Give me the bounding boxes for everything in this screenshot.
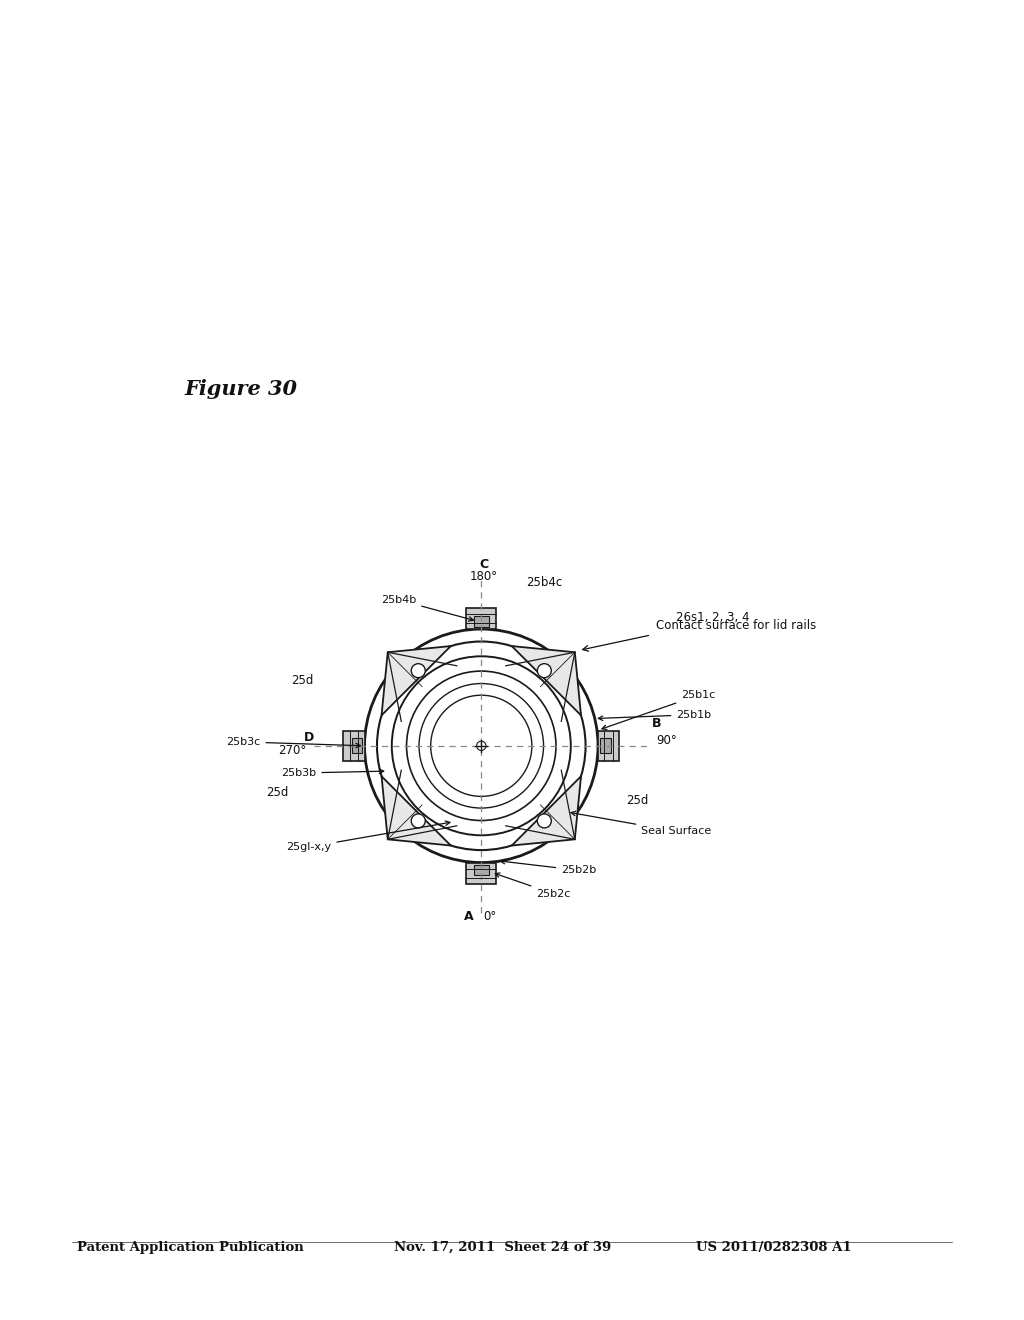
Text: B: B bbox=[652, 717, 662, 730]
Text: 25b4c: 25b4c bbox=[526, 577, 562, 589]
Bar bbox=[598, 731, 620, 760]
Text: 25b1c: 25b1c bbox=[602, 690, 716, 730]
Bar bbox=[351, 738, 362, 754]
Text: 25gl-x,y: 25gl-x,y bbox=[287, 821, 450, 851]
Text: Contact surface for lid rails: Contact surface for lid rails bbox=[656, 619, 816, 632]
Text: 25d: 25d bbox=[266, 787, 289, 800]
Text: 25b4b: 25b4b bbox=[381, 595, 473, 622]
Text: Nov. 17, 2011  Sheet 24 of 39: Nov. 17, 2011 Sheet 24 of 39 bbox=[394, 1241, 611, 1254]
Text: 25b1b: 25b1b bbox=[598, 710, 712, 721]
Text: C: C bbox=[479, 558, 488, 572]
Bar bbox=[343, 731, 365, 760]
Polygon shape bbox=[382, 645, 451, 715]
Text: 26s1, 2, 3, 4: 26s1, 2, 3, 4 bbox=[676, 611, 750, 624]
Text: 180°: 180° bbox=[469, 570, 498, 583]
Circle shape bbox=[412, 814, 425, 828]
Bar bbox=[467, 862, 496, 884]
Text: Figure 30: Figure 30 bbox=[184, 379, 297, 400]
Polygon shape bbox=[512, 645, 581, 715]
Polygon shape bbox=[512, 776, 581, 846]
Bar bbox=[467, 607, 496, 630]
Text: 270°: 270° bbox=[278, 744, 306, 758]
Circle shape bbox=[538, 664, 551, 677]
Bar bbox=[600, 738, 611, 754]
Text: 25b2b: 25b2b bbox=[501, 859, 597, 875]
Text: A: A bbox=[464, 909, 473, 923]
Text: 25d: 25d bbox=[291, 673, 313, 686]
Text: D: D bbox=[304, 731, 314, 743]
Text: Seal Surface: Seal Surface bbox=[571, 812, 712, 837]
Text: 25b3c: 25b3c bbox=[226, 737, 360, 747]
Text: 25b2c: 25b2c bbox=[496, 873, 570, 899]
Text: US 2011/0282308 A1: US 2011/0282308 A1 bbox=[696, 1241, 852, 1254]
Circle shape bbox=[412, 664, 425, 677]
Text: 90°: 90° bbox=[656, 734, 677, 747]
Text: 25b3b: 25b3b bbox=[282, 768, 384, 777]
Text: 25d: 25d bbox=[627, 795, 648, 807]
Polygon shape bbox=[382, 776, 451, 846]
Bar bbox=[474, 616, 488, 627]
Circle shape bbox=[538, 814, 551, 828]
Text: Patent Application Publication: Patent Application Publication bbox=[77, 1241, 303, 1254]
Text: 0°: 0° bbox=[483, 909, 497, 923]
Bar bbox=[474, 865, 488, 875]
